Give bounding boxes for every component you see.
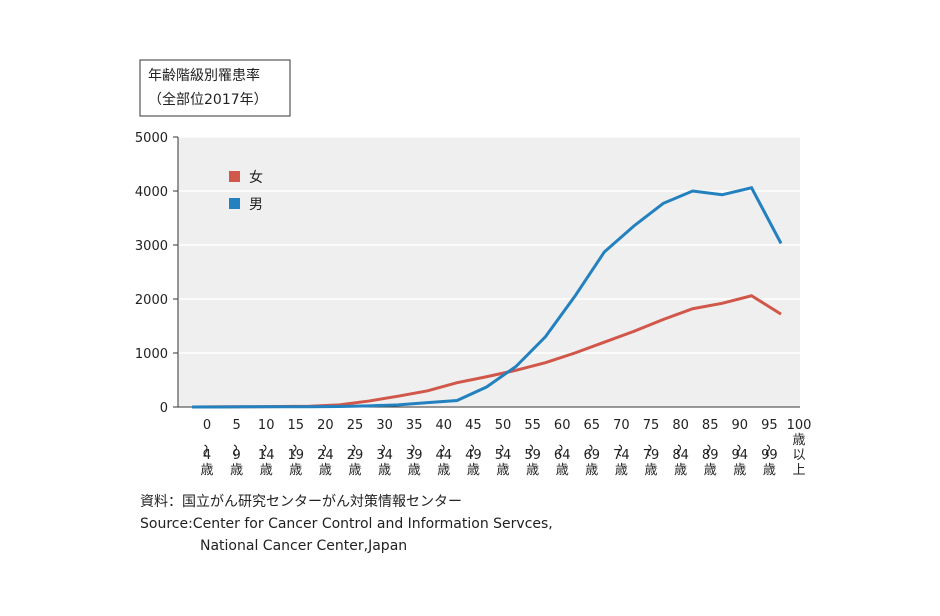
x-tick-label: 55 〜59 歳: [522, 418, 541, 478]
chart-title: 年齢階級別罹患率: [148, 67, 260, 84]
x-tick-label: 25 〜29 歳: [344, 418, 363, 478]
source: National Cancer Center,Japan: [200, 538, 407, 554]
x-tick-label: 60 〜64 歳: [552, 418, 571, 478]
legend-swatch: [229, 171, 240, 182]
x-tick-label: 40 〜44 歳: [433, 418, 452, 478]
x-tick-label: 50 〜54 歳: [492, 418, 511, 478]
x-tick-label: 5 〜9 歳: [226, 418, 243, 478]
legend-label: 男: [249, 197, 263, 213]
x-tick-label: 10 〜14 歳: [256, 418, 275, 478]
x-tick-label: 90 〜94 歳: [729, 418, 748, 478]
y-tick-label: 5000: [135, 131, 168, 146]
x-tick-label: 95 〜99 歳: [759, 418, 778, 478]
x-tick-label: 65 〜69 歳: [581, 418, 600, 478]
plot-area: [178, 137, 800, 407]
chart-subtitle: （全部位2017年）: [148, 91, 268, 108]
x-tick-label: 85 〜89 歳: [700, 418, 719, 478]
x-tick-label: 20 〜24 歳: [315, 418, 334, 478]
x-tick-label: 75 〜79 歳: [640, 418, 659, 478]
source: Source:Center for Cancer Control and Inf…: [140, 516, 553, 532]
title-box: [139, 59, 291, 117]
y-tick-label: 0: [160, 401, 168, 416]
x-tick-label: 0 〜4 歳: [196, 418, 213, 478]
y-tick-label: 1000: [135, 347, 168, 362]
x-tick-label: 80 〜84 歳: [670, 418, 689, 478]
legend-label: 女: [249, 169, 263, 186]
x-tick-label: 70 〜74 歳: [611, 418, 630, 478]
source: 資料：国立がん研究センターがん対策情報センター: [140, 493, 462, 510]
x-tick-label: 30 〜34 歳: [374, 418, 393, 478]
x-tick-label: 15 〜19 歳: [285, 418, 304, 478]
x-tick-label: 45 〜49 歳: [463, 418, 482, 478]
x-tick-label: 100 歳以上: [787, 418, 812, 478]
line: [192, 186, 783, 409]
y-tick-label: 2000: [135, 293, 168, 308]
y-tick-label: 3000: [135, 239, 168, 254]
x-tick-label: 35 〜39 歳: [404, 418, 423, 478]
y-tick-label: 4000: [135, 185, 168, 200]
legend-swatch: [229, 198, 240, 209]
